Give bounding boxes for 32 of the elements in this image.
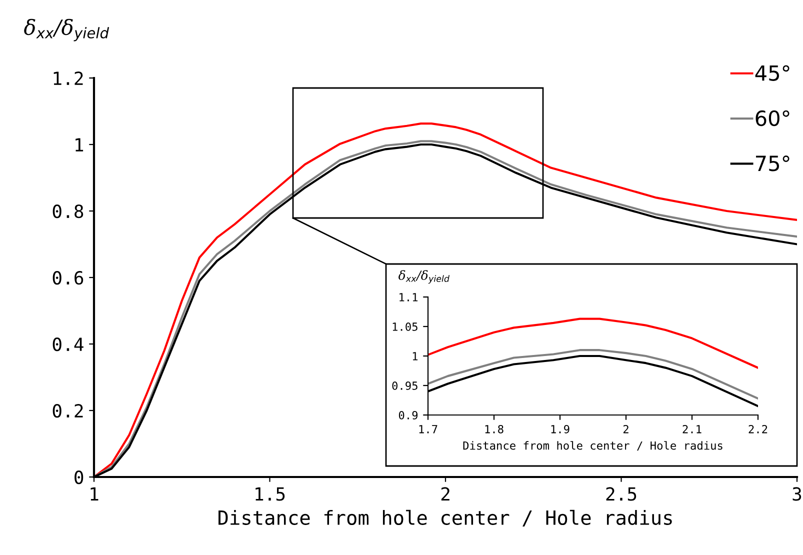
y-axis-title: δ$_{xx}$/δ$_{yield}$ <box>398 270 450 284</box>
x-tick-label: 1 <box>90 487 98 501</box>
x-tick-label: 1.9 <box>551 424 570 434</box>
line-series <box>428 318 758 369</box>
x-tick-label: 1.5 <box>256 487 285 501</box>
legend-label: 75° <box>756 156 790 172</box>
x-tick-label: 2 <box>441 487 450 501</box>
y-tick-label: 1.2 <box>54 72 83 85</box>
y-tick-label: 0.9 <box>398 411 418 420</box>
x-tick-label: 2.5 <box>606 487 636 501</box>
y-tick-label: 0.95 <box>392 382 418 390</box>
x-tick-label: 2.1 <box>682 424 702 434</box>
x-axis-title: Distance from hole center / Hole radius <box>218 510 672 527</box>
y-tick-label: 0.6 <box>52 271 84 285</box>
x-tick-label: 1.8 <box>485 424 504 434</box>
x-tick-label: 3 <box>792 487 802 501</box>
x-tick-label: 2 <box>623 424 628 434</box>
legend-label: 60° <box>756 110 790 126</box>
legend-label: 45° <box>755 65 790 81</box>
y-tick-label: 1.1 <box>400 293 418 302</box>
x-tick-label: 1.7 <box>419 425 438 434</box>
y-tick-label: 0 <box>74 470 84 484</box>
y-tick-label: 0.8 <box>52 204 84 218</box>
x-axis-title: Distance from hole center / Hole radius <box>463 441 722 451</box>
line-series <box>428 349 758 400</box>
y-tick-label: 1 <box>76 138 84 152</box>
y-tick-label: 0.4 <box>52 338 84 352</box>
y-tick-label: 0.2 <box>52 404 83 418</box>
x-tick-label: 2.2 <box>748 424 768 434</box>
y-tick-label: 1.05 <box>392 322 418 331</box>
y-tick-label: 1 <box>412 352 418 360</box>
y-axis-title: δ$_{xx}$/δ$_{yield}$ <box>24 18 110 42</box>
